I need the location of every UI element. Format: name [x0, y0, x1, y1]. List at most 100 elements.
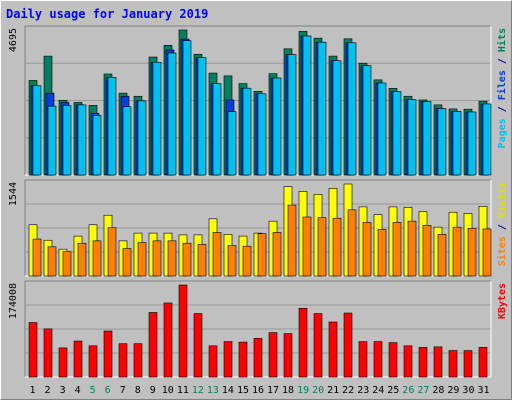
x-tick-label: 26 — [402, 385, 414, 396]
bar-kbytes-day-23 — [358, 341, 368, 378]
x-tick-label: 23 — [357, 385, 369, 396]
bar-pages-day-8 — [137, 100, 147, 176]
bar-kbytes-day-13 — [208, 345, 218, 378]
bar-sites-day-19 — [302, 216, 312, 277]
bar-kbytes-day-5 — [88, 345, 98, 378]
y-max-label: 1544 — [8, 182, 19, 206]
bar-kbytes-day-29 — [448, 350, 458, 378]
series-legend: KBytes — [497, 283, 508, 319]
x-tick-label: 16 — [252, 385, 264, 396]
bar-pages-day-16 — [257, 93, 267, 176]
x-tick-label: 28 — [432, 385, 444, 396]
bar-kbytes-day-18 — [283, 333, 293, 378]
bar-kbytes-day-1 — [28, 322, 38, 378]
bar-pages-day-10 — [167, 52, 177, 176]
bar-sites-day-16 — [257, 233, 267, 277]
bar-pages-day-13 — [212, 83, 222, 176]
x-tick-label: 31 — [477, 385, 489, 396]
bar-pages-day-21 — [332, 60, 342, 176]
bar-sites-day-5 — [92, 240, 102, 277]
x-tick-label: 10 — [162, 385, 174, 396]
x-tick-label: 6 — [105, 385, 111, 396]
x-tick-label: 2 — [45, 385, 51, 396]
bar-sites-day-23 — [362, 222, 372, 277]
bar-kbytes-day-6 — [103, 330, 113, 378]
bar-kbytes-day-27 — [418, 347, 428, 378]
bar-kbytes-day-22 — [343, 312, 353, 378]
bar-pages-day-6 — [107, 77, 117, 176]
legend-entry: Sites — [496, 236, 508, 266]
legend-entry: KBytes — [497, 283, 508, 319]
x-tick-label: 7 — [120, 385, 126, 396]
x-tick-label: 29 — [447, 385, 459, 396]
bar-pages-day-14 — [227, 111, 237, 176]
bar-sites-day-24 — [377, 229, 387, 277]
bar-sites-day-3 — [62, 251, 72, 277]
bar-pages-day-27 — [422, 101, 432, 176]
bar-sites-day-6 — [107, 227, 117, 277]
x-tick-label: 13 — [207, 385, 219, 396]
legend-entry: / — [497, 100, 508, 118]
x-tick-label: 21 — [327, 385, 339, 396]
bar-pages-day-7 — [122, 106, 132, 176]
bar-pages-day-23 — [362, 65, 372, 176]
bar-kbytes-day-31 — [478, 347, 488, 378]
legend-entry: Pages — [497, 118, 508, 148]
bar-sites-day-14 — [227, 245, 237, 277]
bar-pages-day-18 — [287, 54, 297, 176]
bar-sites-day-11 — [182, 242, 192, 277]
legend-entry: / — [497, 218, 508, 236]
bar-pages-day-5 — [92, 115, 102, 176]
bar-kbytes-day-10 — [163, 302, 173, 378]
bar-sites-day-7 — [122, 248, 132, 277]
bar-kbytes-day-8 — [133, 343, 143, 378]
bar-pages-day-26 — [407, 99, 417, 176]
bar-pages-day-1 — [32, 85, 42, 176]
x-tick-label: 30 — [462, 385, 474, 396]
x-tick-label: 25 — [387, 385, 399, 396]
x-tick-label: 20 — [312, 385, 324, 396]
bar-kbytes-day-4 — [73, 340, 83, 378]
bar-pages-day-25 — [392, 91, 402, 176]
bar-pages-day-30 — [467, 111, 477, 176]
bar-kbytes-day-9 — [148, 312, 158, 378]
legend-entry: Hits — [496, 28, 508, 52]
bar-sites-day-12 — [197, 244, 207, 277]
bar-sites-day-2 — [47, 246, 57, 277]
bar-sites-day-4 — [77, 242, 87, 277]
bar-sites-day-30 — [467, 228, 477, 277]
x-tick-label: 12 — [192, 385, 204, 396]
bar-sites-day-27 — [422, 225, 432, 277]
bar-kbytes-day-28 — [433, 346, 443, 378]
bar-pages-day-12 — [197, 57, 207, 176]
bar-kbytes-day-24 — [373, 341, 383, 378]
series-legend: Pages / Files / Hits — [496, 28, 508, 148]
chart-title: Daily usage for January 2019 — [6, 7, 208, 21]
bar-pages-day-22 — [347, 42, 357, 176]
bar-pages-day-2 — [47, 105, 57, 176]
x-tick-label: 14 — [222, 385, 234, 396]
bar-kbytes-day-25 — [388, 342, 398, 378]
bar-kbytes-day-21 — [328, 321, 338, 378]
x-tick-label: 11 — [177, 385, 189, 396]
series-legend: Sites / Visits — [496, 182, 508, 266]
x-tick-label: 27 — [417, 385, 429, 396]
bar-sites-day-8 — [137, 242, 147, 277]
x-tick-label: 24 — [372, 385, 384, 396]
legend-entry: / — [497, 52, 508, 70]
bar-pages-day-24 — [377, 82, 387, 176]
x-tick-label: 9 — [150, 385, 156, 396]
bar-sites-day-25 — [392, 222, 402, 277]
bar-sites-day-18 — [287, 204, 297, 277]
bar-sites-day-9 — [152, 240, 162, 277]
bar-pages-day-19 — [302, 35, 312, 176]
bar-sites-day-1 — [32, 238, 42, 277]
x-tick-label: 1 — [30, 385, 36, 396]
bar-kbytes-day-30 — [463, 350, 473, 378]
bar-pages-day-29 — [452, 111, 462, 176]
x-tick-label: 22 — [342, 385, 354, 396]
bar-pages-day-20 — [317, 41, 327, 176]
bar-kbytes-day-26 — [403, 345, 413, 378]
bar-sites-day-20 — [317, 217, 327, 277]
